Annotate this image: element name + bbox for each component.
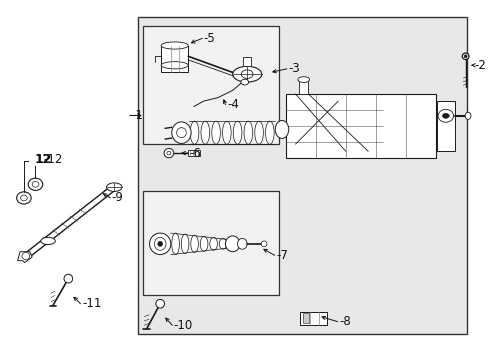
Ellipse shape: [64, 274, 73, 283]
Text: -2: -2: [473, 59, 485, 72]
Ellipse shape: [211, 121, 220, 144]
Text: -10: -10: [173, 319, 193, 332]
Ellipse shape: [265, 121, 274, 144]
Ellipse shape: [181, 234, 188, 253]
Text: -11: -11: [81, 297, 101, 310]
Ellipse shape: [166, 151, 170, 155]
Ellipse shape: [41, 237, 55, 244]
Ellipse shape: [297, 77, 309, 82]
Ellipse shape: [176, 128, 186, 138]
Ellipse shape: [225, 236, 240, 252]
Bar: [138, 17, 466, 334]
Ellipse shape: [17, 192, 31, 204]
Ellipse shape: [275, 121, 288, 138]
Ellipse shape: [190, 235, 198, 252]
Bar: [143, 191, 278, 295]
Ellipse shape: [442, 113, 448, 118]
Ellipse shape: [20, 195, 27, 201]
Ellipse shape: [190, 121, 199, 144]
Bar: [188, 150, 200, 156]
Ellipse shape: [219, 238, 226, 249]
Ellipse shape: [237, 238, 246, 249]
Ellipse shape: [106, 183, 122, 192]
Ellipse shape: [163, 148, 173, 158]
Text: -4: -4: [226, 98, 238, 111]
Text: -12: -12: [43, 153, 62, 166]
Text: -5: -5: [203, 32, 215, 45]
Text: 12: 12: [36, 153, 51, 166]
Ellipse shape: [461, 53, 468, 59]
Bar: [436, 101, 454, 151]
Ellipse shape: [22, 252, 30, 260]
Bar: [161, 45, 188, 72]
Ellipse shape: [154, 237, 165, 250]
Ellipse shape: [261, 241, 266, 247]
Text: -6: -6: [189, 147, 201, 159]
Ellipse shape: [201, 121, 209, 144]
Ellipse shape: [156, 300, 164, 308]
Ellipse shape: [161, 62, 188, 69]
Text: -1: -1: [131, 109, 143, 122]
Ellipse shape: [161, 42, 188, 49]
Bar: [302, 314, 308, 323]
Text: -7: -7: [276, 249, 287, 262]
Text: -9: -9: [112, 192, 123, 204]
Ellipse shape: [200, 236, 207, 251]
Bar: [243, 57, 250, 66]
Text: -8: -8: [338, 315, 350, 328]
Ellipse shape: [233, 121, 242, 144]
Ellipse shape: [32, 181, 39, 187]
Text: -3: -3: [288, 62, 300, 75]
Ellipse shape: [241, 70, 252, 78]
Bar: [299, 80, 307, 94]
Ellipse shape: [254, 121, 263, 144]
Ellipse shape: [464, 112, 470, 120]
Ellipse shape: [209, 237, 217, 250]
Bar: [300, 312, 326, 325]
Ellipse shape: [149, 233, 170, 255]
Ellipse shape: [463, 55, 466, 58]
Ellipse shape: [244, 121, 252, 144]
Bar: [29, 152, 58, 166]
Ellipse shape: [241, 79, 248, 85]
Ellipse shape: [158, 241, 163, 246]
Ellipse shape: [437, 109, 453, 122]
Bar: [143, 26, 278, 144]
Polygon shape: [18, 252, 32, 262]
Ellipse shape: [171, 233, 179, 255]
Ellipse shape: [28, 178, 42, 190]
Ellipse shape: [171, 122, 191, 143]
Bar: [285, 94, 435, 158]
Ellipse shape: [222, 121, 231, 144]
Ellipse shape: [232, 66, 261, 82]
Text: 12: 12: [35, 153, 52, 166]
